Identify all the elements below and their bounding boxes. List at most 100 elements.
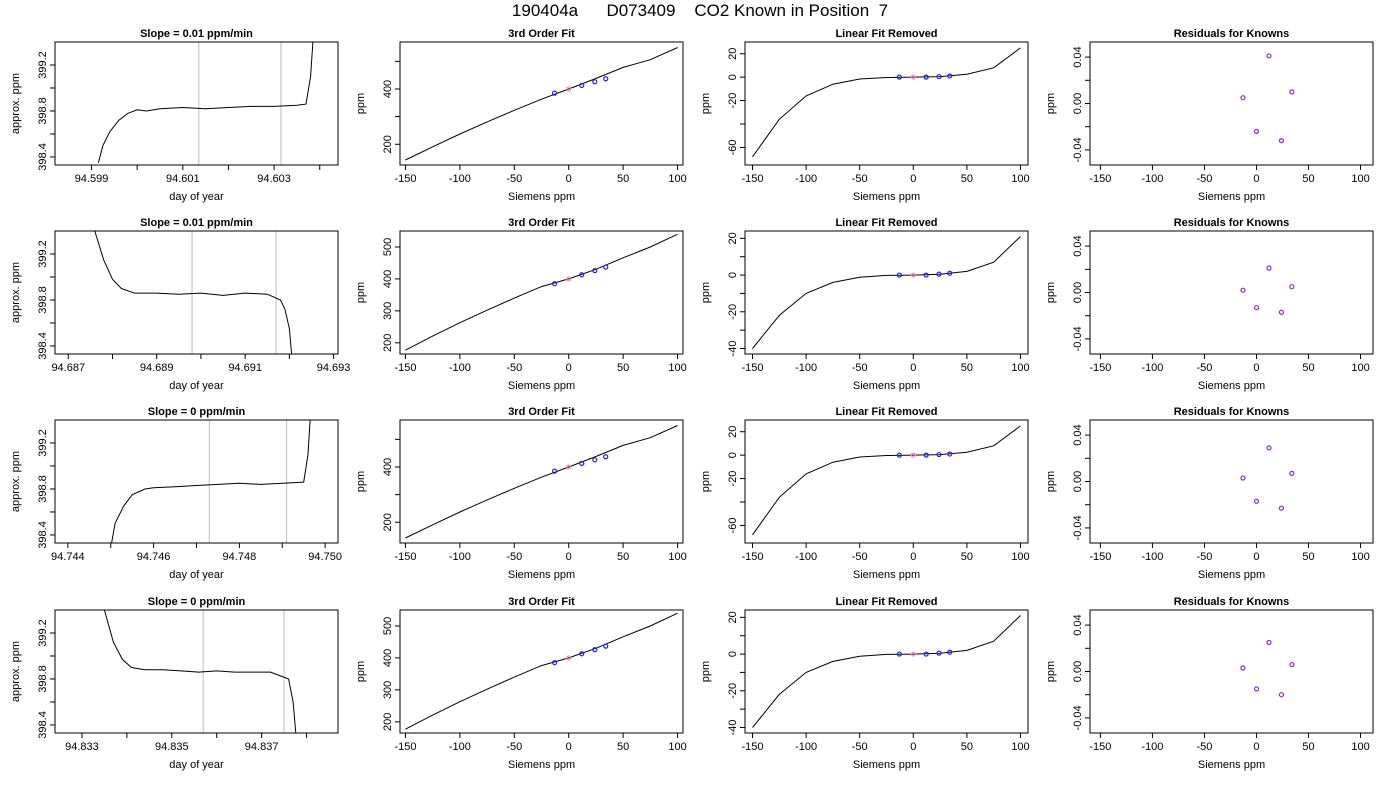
x-tick-label: 50 <box>961 551 973 563</box>
plot-frame <box>1089 419 1374 544</box>
y-tick-label: 500 <box>382 238 394 256</box>
chart-title: 3rd Order Fit <box>508 217 575 229</box>
y-tick-label: -20 <box>727 683 739 699</box>
chart-panel-2: 3rd Order Fit -150 -100 -50 0 50 100 200 400 Siem… <box>355 28 687 203</box>
y-tick-label: 300 <box>382 681 394 699</box>
x-axis-label: Siemens ppm <box>853 191 920 203</box>
plot-frame <box>399 609 684 734</box>
x-tick-label: 100 <box>1351 173 1369 185</box>
chart-title: 3rd Order Fit <box>508 406 575 418</box>
x-axis-label: Siemens ppm <box>1198 191 1265 203</box>
chart-panel-13: Slope = 0 ppm/min 94.833 94.835 94.837 398.4… <box>10 596 339 771</box>
x-tick-label: 0 <box>1253 551 1259 563</box>
data-point <box>566 276 572 282</box>
x-tick-label: 100 <box>1011 551 1029 563</box>
x-tick-label: -150 <box>1089 362 1111 374</box>
chart-title: Linear Fit Removed <box>835 217 937 229</box>
data-point <box>1266 639 1272 646</box>
data-point <box>936 271 942 277</box>
x-axis-label: Siemens ppm <box>1198 380 1265 392</box>
plot-frame <box>399 41 684 166</box>
data-point <box>579 651 585 657</box>
data-point <box>1289 284 1295 290</box>
x-axis-label: day of year <box>169 380 224 392</box>
y-axis-label: ppm <box>700 471 712 492</box>
y-tick-label: -0.04 <box>1072 326 1084 351</box>
chart-title: Residuals for Knowns <box>1174 28 1290 40</box>
x-tick-label: -100 <box>795 741 817 753</box>
chart-title: Linear Fit Removed <box>835 28 937 40</box>
data-point <box>603 76 609 82</box>
data-point <box>566 86 572 92</box>
y-axis-label: ppm <box>355 282 367 303</box>
y-tick-label: -0.04 <box>1072 137 1084 162</box>
x-tick-label: 94.744 <box>51 551 85 563</box>
y-tick-label: 398.4 <box>37 521 49 549</box>
x-tick-label: 94.748 <box>223 551 257 563</box>
y-axis-label: approx. ppm <box>10 641 22 702</box>
y-tick-label: 398.4 <box>37 332 49 360</box>
y-tick-label: 400 <box>382 80 394 98</box>
x-tick-label: -100 <box>1141 741 1163 753</box>
chart-panel-3: Linear Fit Removed -150 -100 -50 0 50 100 -60 -2… <box>700 28 1030 203</box>
plot-frame <box>399 419 684 544</box>
x-tick-label: 100 <box>1351 741 1369 753</box>
y-axis-label: approx. ppm <box>10 262 22 323</box>
x-tick-label: 94.746 <box>137 551 171 563</box>
y-tick-label: 20 <box>727 426 739 438</box>
data-point <box>923 452 929 458</box>
plot-frame <box>399 230 684 355</box>
chart-title: Residuals for Knowns <box>1174 406 1290 418</box>
y-tick-label: 398.4 <box>37 143 49 171</box>
y-axis-label: approx. ppm <box>10 451 22 512</box>
x-tick-label: -100 <box>449 362 471 374</box>
chart-panel-12: Residuals for Knowns -150 -100 -50 0 50 100 -0.… <box>1045 406 1374 581</box>
data-point <box>579 82 585 88</box>
y-tick-label: 398.8 <box>37 286 49 314</box>
x-tick-label: 94.837 <box>245 741 279 753</box>
series-line <box>752 425 1021 536</box>
x-tick-label: 94.833 <box>65 741 99 753</box>
x-tick-label: 0 <box>910 362 916 374</box>
x-tick-label: 50 <box>961 362 973 374</box>
chart-panel-14: 3rd Order Fit -150 -100 -50 0 50 100 200 300 400 5… <box>355 596 687 771</box>
data-point <box>1253 128 1260 134</box>
x-tick-label: -100 <box>1141 362 1163 374</box>
x-tick-label: -100 <box>1141 551 1163 563</box>
x-tick-label: 100 <box>1351 551 1369 563</box>
y-tick-label: 0.00 <box>1072 282 1084 303</box>
data-point <box>896 272 902 278</box>
y-tick-label: 20 <box>727 48 739 60</box>
data-point <box>1240 95 1246 101</box>
data-point <box>1266 265 1272 271</box>
data-point <box>1278 505 1285 511</box>
y-tick-label: 0.04 <box>1072 614 1084 635</box>
y-axis-label: ppm <box>700 93 712 114</box>
y-tick-label: 0.00 <box>1072 471 1084 492</box>
x-tick-label: 100 <box>1351 362 1369 374</box>
x-tick-label: 94.687 <box>51 362 85 374</box>
y-tick-label: 400 <box>382 649 394 667</box>
chart-panel-1: Slope = 0.01 ppm/min 94.599 94.601 94.603 39… <box>10 28 339 203</box>
data-point <box>592 268 598 274</box>
x-tick-label: -150 <box>741 741 763 753</box>
data-point <box>1278 138 1285 144</box>
x-tick-label: -50 <box>852 741 868 753</box>
plot-frame <box>54 230 339 355</box>
chart-title: Linear Fit Removed <box>835 406 937 418</box>
x-tick-label: -50 <box>852 551 868 563</box>
x-tick-label: -50 <box>506 173 522 185</box>
data-point <box>1278 309 1285 315</box>
data-point <box>936 650 942 656</box>
x-tick-label: 94.835 <box>155 741 189 753</box>
data-point <box>603 643 609 649</box>
data-point <box>910 74 916 80</box>
y-tick-label: -20 <box>727 93 739 109</box>
x-tick-label: -100 <box>449 173 471 185</box>
series-line <box>94 231 293 354</box>
chart-panel-15: Linear Fit Removed -150 -100 -50 0 50 100 -40 -2… <box>700 596 1030 771</box>
x-tick-label: 100 <box>1011 173 1029 185</box>
plot-frame <box>54 41 339 166</box>
x-tick-label: 0 <box>566 551 572 563</box>
